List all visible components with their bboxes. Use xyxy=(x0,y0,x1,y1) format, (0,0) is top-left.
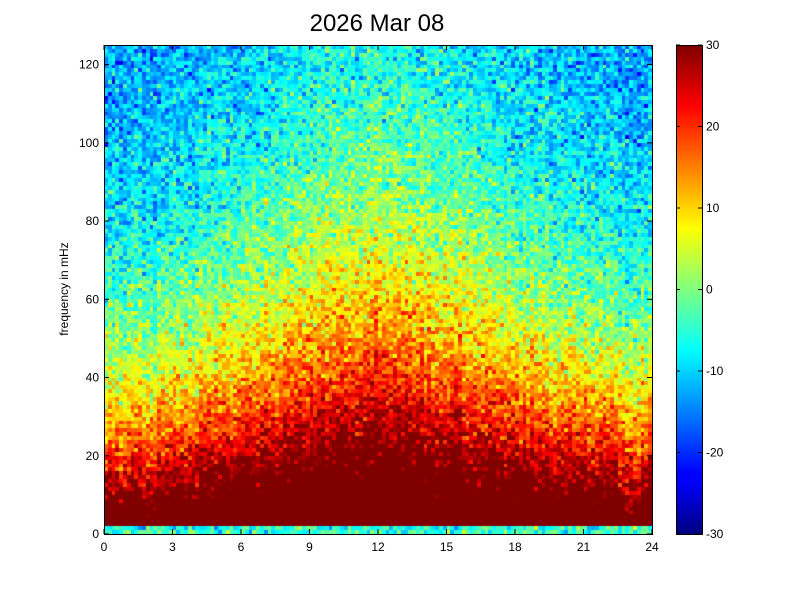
colorbar-tick-label: 0 xyxy=(706,283,713,297)
x-tick-label: 24 xyxy=(645,540,659,554)
colorbar-tick-label: 20 xyxy=(706,120,720,134)
y-tick: 0 xyxy=(92,527,652,541)
x-tick-label: 15 xyxy=(440,540,454,554)
x-tick: 21 xyxy=(577,45,591,554)
colorbar-tick: 20 xyxy=(676,120,720,134)
colorbar-tick: -30 xyxy=(676,527,724,541)
y-tick: 120 xyxy=(79,58,652,72)
x-tick-label: 21 xyxy=(577,540,591,554)
x-axis: 0 3 6 9 12 15 18 21 24 xyxy=(101,45,659,554)
y-tick-label: 20 xyxy=(86,449,100,463)
y-tick: 100 xyxy=(79,136,652,150)
x-tick-label: 6 xyxy=(238,540,245,554)
colorbar-tick: 0 xyxy=(676,283,713,297)
x-tick-label: 12 xyxy=(371,540,385,554)
x-tick: 9 xyxy=(306,45,313,554)
x-tick: 18 xyxy=(508,45,522,554)
y-tick: 60 xyxy=(86,292,652,306)
y-tick-label: 100 xyxy=(79,136,99,150)
colorbar-tick: 30 xyxy=(676,38,720,52)
x-tick-label: 18 xyxy=(508,540,522,554)
x-tick: 15 xyxy=(440,45,454,554)
x-tick-label: 9 xyxy=(306,540,313,554)
x-tick: 3 xyxy=(169,45,176,554)
y-axis-label: frequency in mHz xyxy=(57,242,71,335)
x-tick: 6 xyxy=(238,45,245,554)
colorbar-tick-label: -20 xyxy=(706,446,724,460)
colorbar-ticks: 30 20 10 0 -10 -20 -30 xyxy=(676,38,724,541)
colorbar-gradient xyxy=(676,45,702,534)
y-tick: 80 xyxy=(86,214,652,228)
x-tick: 24 xyxy=(645,45,659,554)
x-tick-label: 3 xyxy=(169,540,176,554)
colorbar-tick-label: 10 xyxy=(706,201,720,215)
y-tick: 40 xyxy=(86,371,652,385)
heatmap-image xyxy=(104,45,652,534)
x-tick: 0 xyxy=(101,45,108,554)
colorbar-tick: -10 xyxy=(676,364,724,378)
y-tick-label: 120 xyxy=(79,58,99,72)
chart-title: 2026 Mar 08 xyxy=(310,10,445,37)
colorbar-tick-label: -10 xyxy=(706,364,724,378)
colorbar: 30 20 10 0 -10 -20 -30 xyxy=(676,38,724,541)
colorbar-tick: 10 xyxy=(676,201,720,215)
y-tick-label: 40 xyxy=(86,371,100,385)
colorbar-tick: -20 xyxy=(676,446,724,460)
y-tick: 20 xyxy=(86,449,652,463)
plot-area: 0 3 6 9 12 15 18 21 24 0 20 40 60 80 100 120 xyxy=(79,45,659,554)
y-tick-label: 0 xyxy=(92,527,99,541)
y-tick-label: 80 xyxy=(86,214,100,228)
colorbar-tick-label: 30 xyxy=(706,38,720,52)
colorbar-tick-label: -30 xyxy=(706,527,724,541)
x-tick-label: 0 xyxy=(101,540,108,554)
x-tick: 12 xyxy=(371,45,385,554)
y-tick-label: 60 xyxy=(86,292,100,306)
y-axis: 0 20 40 60 80 100 120 xyxy=(79,58,652,541)
